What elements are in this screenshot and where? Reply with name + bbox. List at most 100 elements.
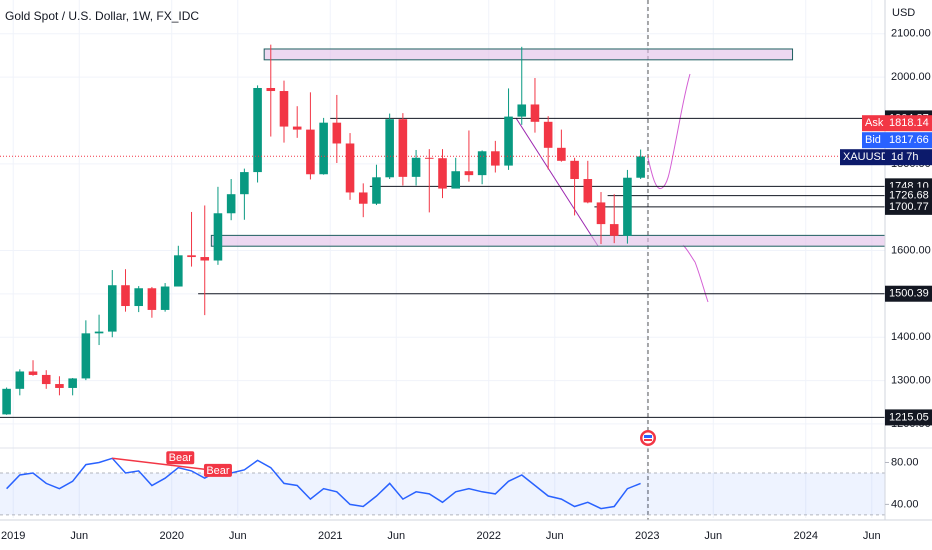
x-tick-label: Jun <box>546 530 564 542</box>
rsi-band <box>0 472 885 515</box>
candle-body <box>200 257 210 261</box>
candle-body <box>385 119 394 178</box>
candle-body <box>530 104 540 122</box>
candle-body <box>398 119 408 177</box>
y-tick-label: 2000.00 <box>891 71 931 83</box>
level-label-box <box>885 198 932 215</box>
candle-body <box>543 121 553 148</box>
candle-body <box>292 126 302 130</box>
event-icon <box>640 430 656 446</box>
currency-label: USD <box>892 7 915 19</box>
candle-body <box>477 151 487 176</box>
level-label: 1700.77 <box>889 201 929 213</box>
x-tick-label: 2019 <box>1 530 25 542</box>
candle-body <box>596 202 606 225</box>
candle-body <box>28 371 38 375</box>
candle-body <box>411 157 421 177</box>
quote-value: 1817.66 <box>889 134 929 146</box>
quote-tag: Ask <box>865 117 884 129</box>
projection-down <box>682 244 709 303</box>
countdown-box <box>885 149 932 166</box>
candle-body <box>438 158 447 189</box>
x-tick-label: 2021 <box>318 530 342 542</box>
candle-body <box>81 333 91 379</box>
candle-body <box>68 378 77 388</box>
y-tick-label: 1300.00 <box>891 374 931 386</box>
quote-value: 1818.14 <box>889 117 929 129</box>
x-tick-label: 2020 <box>159 530 183 542</box>
candle-body <box>279 91 289 127</box>
candle-body <box>240 172 249 195</box>
candle-body <box>15 371 25 389</box>
countdown-label: 1d 7h <box>891 151 919 163</box>
candle-body <box>451 171 461 189</box>
candle-body <box>636 156 645 178</box>
candle-body <box>517 104 527 117</box>
level-label: 1500.39 <box>889 288 929 300</box>
symbol-label: XAUUSD <box>843 151 889 163</box>
plot <box>0 44 886 516</box>
candle-body <box>609 224 619 236</box>
candle-body <box>121 285 130 307</box>
candle-body <box>213 213 223 261</box>
candle-body <box>266 87 276 92</box>
x-tick-label: Jun <box>229 530 247 542</box>
candle-body <box>174 255 183 287</box>
candle-body <box>306 129 315 175</box>
candle-body <box>41 374 51 385</box>
quote-tag-box <box>862 115 885 132</box>
candle-body <box>134 288 143 307</box>
candle-body <box>557 147 566 161</box>
candle-body <box>345 143 355 193</box>
rsi-tick-label: 80.00 <box>891 456 919 468</box>
candle-body <box>160 286 170 310</box>
x-tick-label: Jun <box>70 530 88 542</box>
x-tick-label: Jun <box>387 530 405 542</box>
candle-body <box>253 87 262 173</box>
candle-body <box>226 194 236 214</box>
x-tick-label: 2024 <box>794 530 818 542</box>
divergence-line <box>112 457 219 472</box>
zone <box>210 234 886 247</box>
projection-up <box>647 73 691 190</box>
candle-body <box>424 157 434 159</box>
divergence-label-box <box>166 451 195 465</box>
candle-body <box>491 151 500 166</box>
trendline <box>515 117 599 247</box>
quote-value-box <box>885 132 932 149</box>
candle-body <box>319 122 328 175</box>
chart-title: Gold Spot / U.S. Dollar, 1W, FX_IDC <box>5 9 199 23</box>
y-tick-label: 1600.00 <box>891 244 931 256</box>
x-tick-label: 2023 <box>635 530 659 542</box>
candle-body <box>623 177 632 236</box>
candle-body <box>464 171 474 176</box>
candle-body <box>332 122 342 144</box>
candle-body <box>94 331 104 334</box>
candle-body <box>107 285 117 332</box>
rsi-tick-label: 40.00 <box>891 498 919 510</box>
x-tick-label: Jun <box>704 530 722 542</box>
quote-tag: Bid <box>865 134 881 146</box>
candle-body <box>358 192 368 204</box>
candle-body <box>583 179 593 203</box>
candle-body <box>504 116 513 166</box>
candle-body <box>55 384 64 388</box>
level-label-box <box>885 409 932 426</box>
candle-body <box>570 160 579 180</box>
x-tick-label: 2022 <box>476 530 500 542</box>
level-label: 1215.05 <box>889 411 929 423</box>
level-label-box <box>885 285 932 302</box>
divergence-label: Bear <box>206 465 230 477</box>
candle-body <box>372 177 381 204</box>
candle-body <box>147 288 157 310</box>
zone <box>263 48 794 61</box>
level-label: 1726.68 <box>889 190 929 202</box>
divergence-label-box <box>203 463 232 477</box>
y-tick-label: 2100.00 <box>891 28 931 40</box>
x-tick-label: Jun <box>863 530 881 542</box>
y-tick-label: 1400.00 <box>891 331 931 343</box>
quote-tag-box <box>862 132 885 149</box>
symbol-box <box>840 149 885 166</box>
